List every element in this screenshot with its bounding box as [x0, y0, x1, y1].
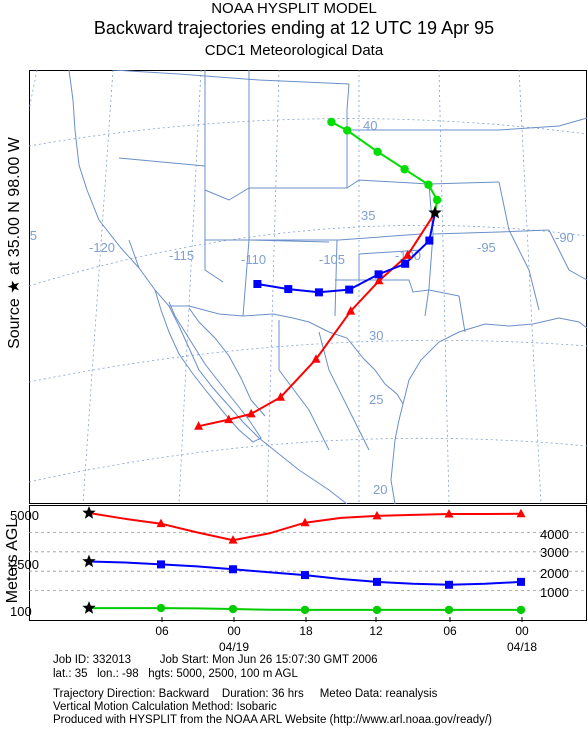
- footer-location-line: lat.: 35 lon.: -98 hgts: 5000, 2500, 100…: [53, 668, 298, 680]
- longitude-label: -115: [169, 248, 194, 263]
- source-location-label: Source ★ at 35.00 N 98.00 W: [6, 137, 23, 349]
- y-tick-label: 5000: [10, 508, 39, 523]
- square-marker: [301, 571, 309, 580]
- circle-marker: [343, 126, 352, 135]
- circle-marker: [432, 195, 442, 205]
- latitude-label: 30: [369, 328, 383, 343]
- circle-marker: [327, 117, 336, 127]
- y-tick-label: 2500: [10, 557, 39, 572]
- square-marker: [373, 577, 381, 586]
- triangle-marker: [403, 250, 413, 259]
- square-marker: [253, 280, 262, 288]
- longitude-label: -105: [319, 252, 345, 267]
- profile-start-star-icon: [82, 601, 96, 614]
- square-marker: [157, 560, 165, 569]
- circle-marker: [516, 605, 526, 615]
- triangle-marker: [276, 392, 286, 401]
- square-marker: [229, 565, 237, 574]
- triangle-marker: [156, 518, 166, 528]
- square-marker: [517, 577, 525, 586]
- footer-direction-line: Trajectory Direction: Backward Duration:…: [53, 688, 438, 700]
- triangle-marker: [444, 508, 454, 518]
- latitude-label: 40: [363, 118, 377, 133]
- triangle-marker: [194, 421, 204, 430]
- footer-vertical-motion-line: Vertical Motion Calculation Method: Isob…: [53, 701, 277, 713]
- right-tick-label: 2000: [540, 566, 569, 581]
- circle-marker: [373, 147, 382, 157]
- right-tick-label: 1000: [540, 585, 569, 600]
- x-tick-label: 06: [155, 624, 169, 638]
- square-marker: [284, 285, 293, 294]
- profile-x-ticks: [161, 617, 523, 622]
- x-tick-label: 00: [227, 624, 241, 638]
- triangle-marker: [516, 508, 526, 518]
- x-date-label: 04/19: [218, 640, 250, 654]
- trajectory-line: [257, 212, 436, 294]
- x-tick-label: 18: [299, 624, 313, 638]
- source-star-icon: [428, 205, 442, 219]
- triangle-marker: [246, 408, 256, 418]
- longitude-label: -90: [555, 230, 574, 245]
- x-tick-label: 12: [369, 624, 383, 638]
- triangle-marker: [346, 306, 356, 315]
- circle-marker: [156, 603, 166, 613]
- footer-produced-line: Produced with HYSPLIT from the NOAA ARL …: [53, 714, 492, 726]
- latitude-labels: 40 35 30 25 20: [361, 118, 387, 497]
- latitude-label: 20: [373, 482, 387, 497]
- x-tick-label: 06: [443, 624, 457, 638]
- longitude-label: -95: [477, 240, 496, 255]
- square-marker: [425, 236, 434, 245]
- square-marker: [374, 270, 383, 279]
- square-marker: [314, 288, 323, 297]
- x-date-label: 04/18: [506, 640, 538, 654]
- longitude-label: -125: [29, 228, 37, 243]
- triangle-marker: [311, 354, 321, 363]
- latitude-label: 25: [369, 392, 383, 407]
- trajectory-markers: [194, 117, 442, 430]
- circle-marker: [424, 180, 433, 189]
- height-profile-chart: [29, 505, 587, 622]
- circle-marker: [372, 605, 382, 615]
- longitude-label: -110: [241, 252, 266, 267]
- title-line-2: Backward trajectories ending at 12 UTC 1…: [93, 18, 495, 38]
- square-marker: [345, 285, 354, 294]
- triangle-marker: [224, 414, 234, 424]
- triangle-marker: [374, 275, 384, 285]
- latitude-label: 35: [361, 208, 375, 223]
- profile-start-star-icon: [82, 554, 96, 568]
- profile-markers: [156, 508, 526, 615]
- y-tick-label: 100: [10, 604, 32, 619]
- footer-job-line: Job ID: 332013 Job Start: Mon Jun 26 15:…: [53, 654, 378, 666]
- square-marker: [401, 259, 410, 268]
- circle-marker: [400, 165, 409, 174]
- triangle-marker: [372, 510, 382, 520]
- map-frame: [29, 70, 587, 504]
- circle-marker: [228, 604, 238, 614]
- title-line-3: CDC1 Meteorological Data: [204, 42, 384, 59]
- triangle-marker: [228, 535, 238, 544]
- x-tick-label: 00: [515, 624, 529, 638]
- profile-start-stars: [82, 506, 96, 614]
- circle-marker: [300, 605, 310, 615]
- right-tick-label: 3000: [540, 545, 569, 560]
- triangle-marker: [300, 517, 310, 527]
- circle-marker: [444, 605, 454, 615]
- longitude-label: -120: [89, 240, 115, 255]
- boundaries: [68, 70, 588, 505]
- right-tick-label: 4000: [540, 527, 569, 542]
- lat-lon-grid: [29, 70, 588, 505]
- square-marker: [445, 580, 453, 589]
- title-line-1: NOAA HYSPLIT MODEL: [211, 0, 377, 17]
- profile-start-star-icon: [82, 506, 96, 519]
